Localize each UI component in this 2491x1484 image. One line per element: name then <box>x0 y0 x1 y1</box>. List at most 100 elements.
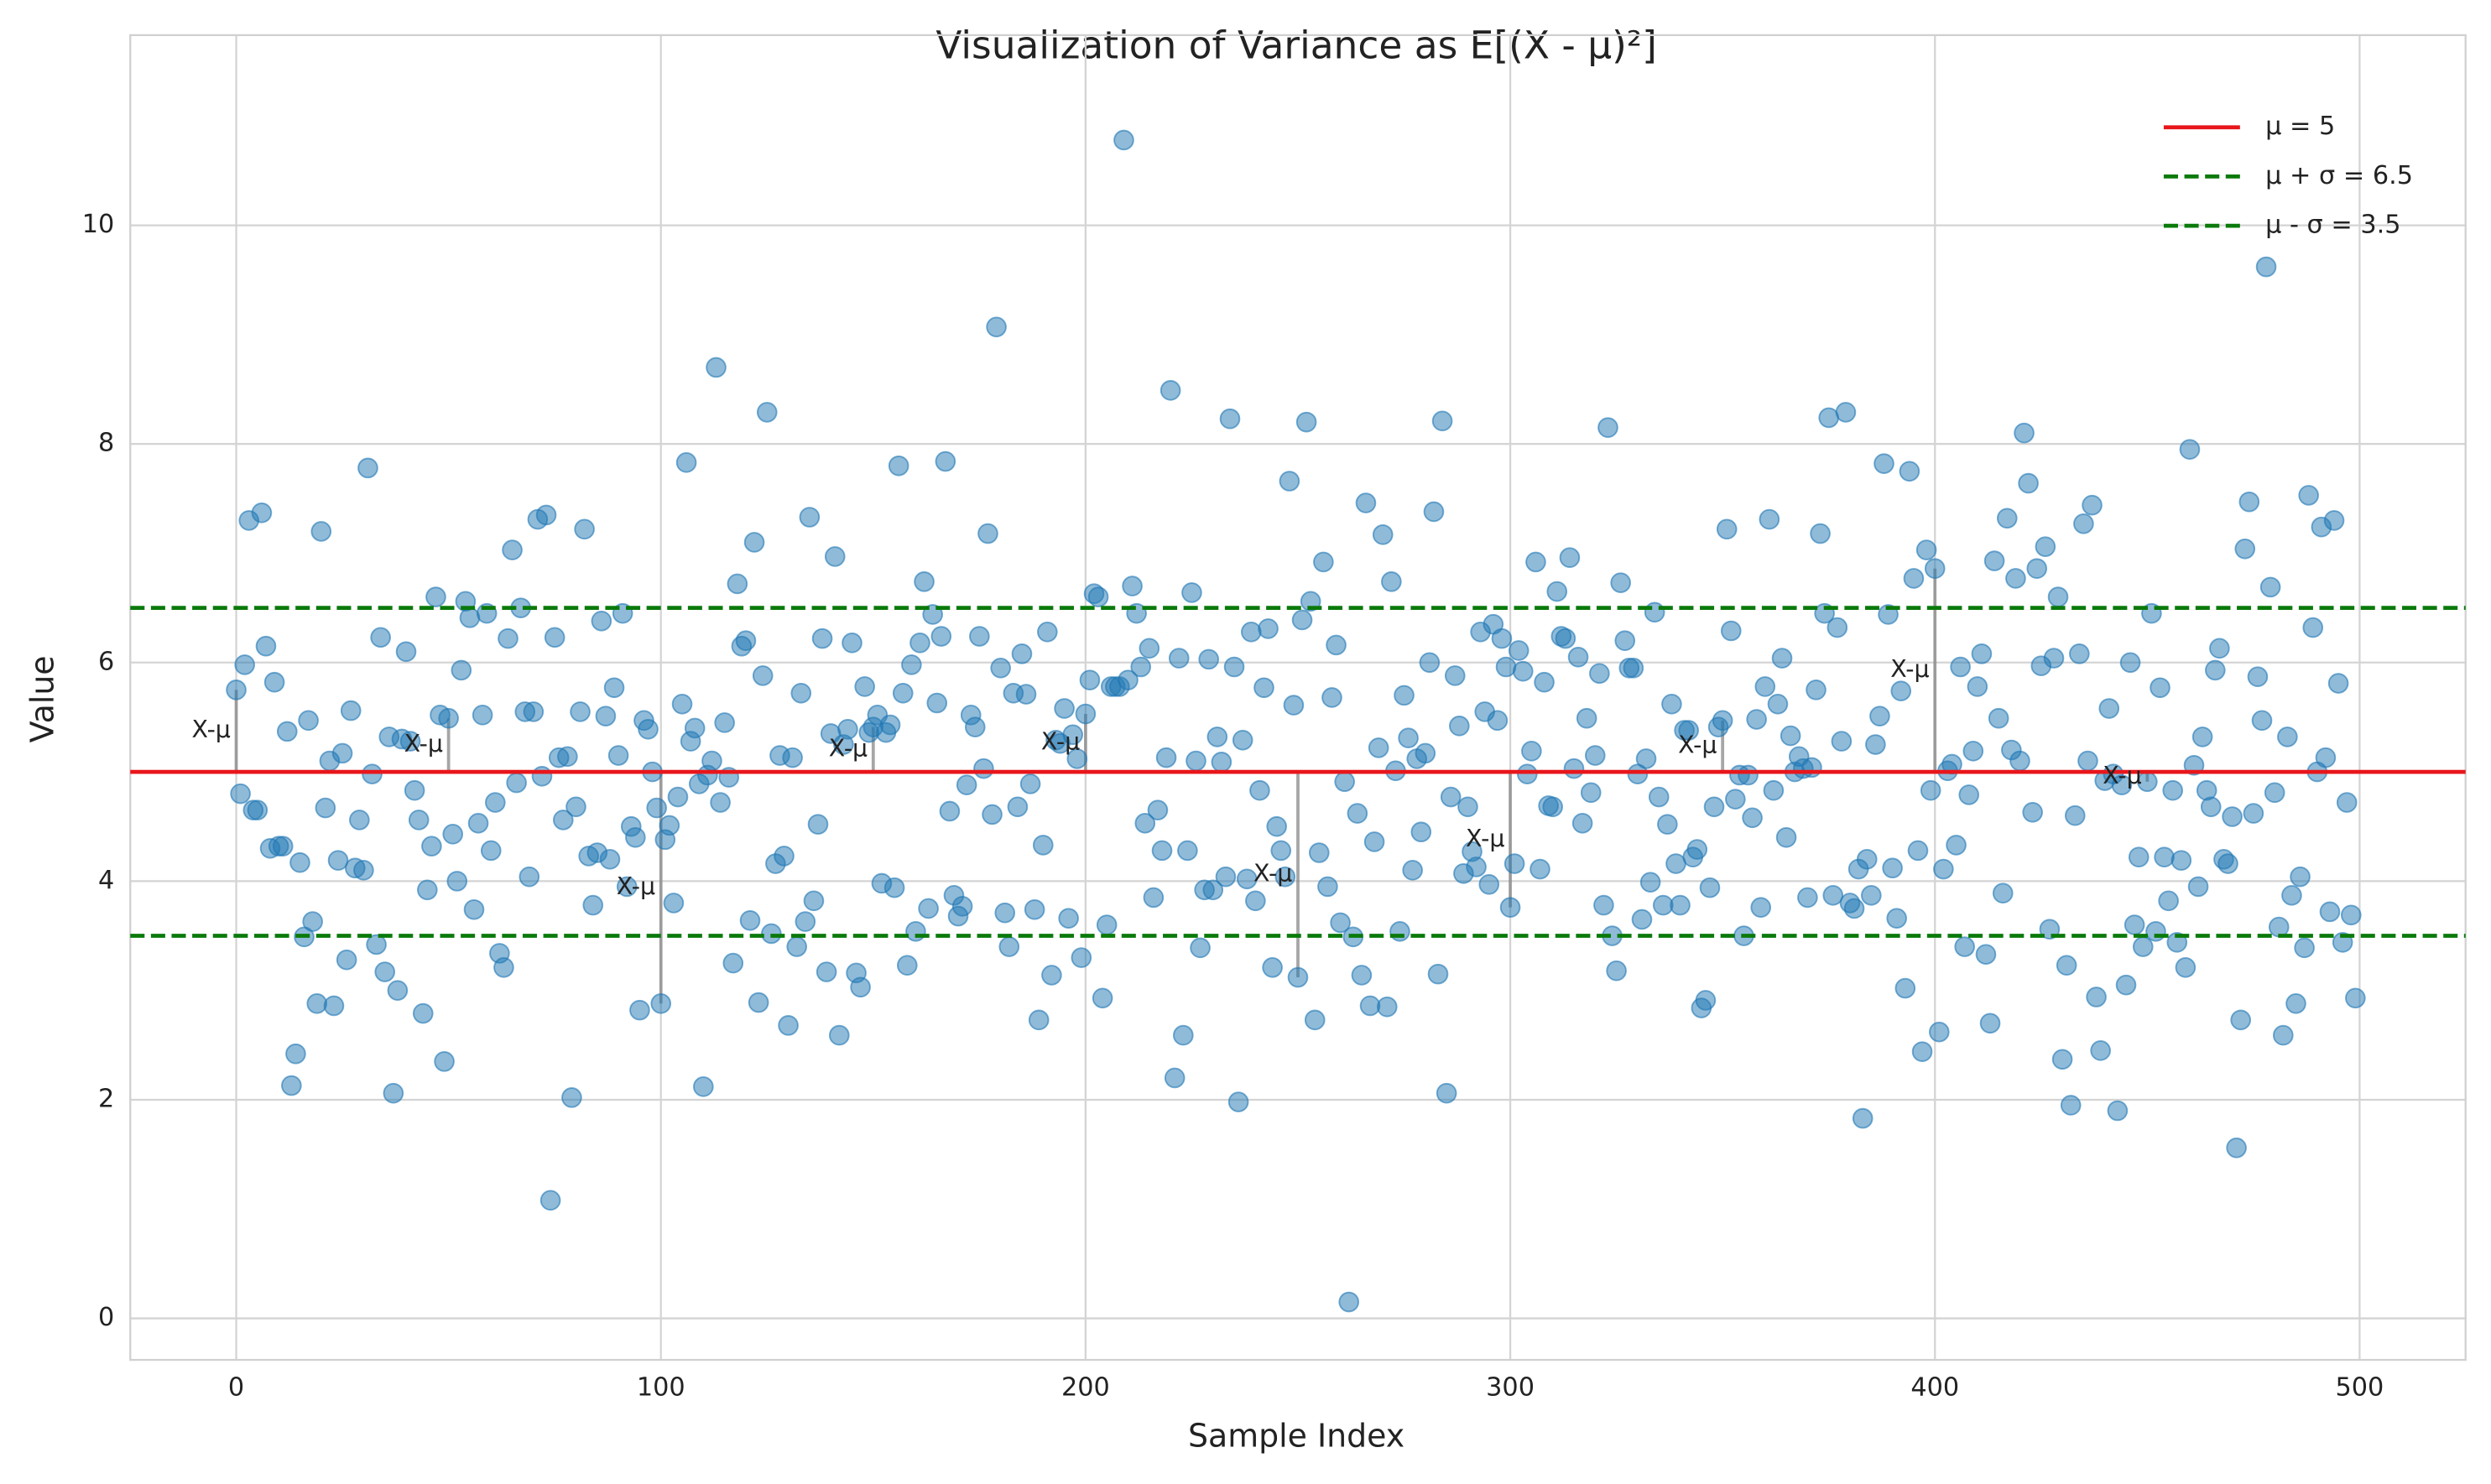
scatter-point <box>2209 638 2230 659</box>
scatter-point <box>553 810 574 831</box>
scatter-point <box>591 610 612 632</box>
annotation-label: X-μ <box>617 872 655 900</box>
scatter-point <box>2255 256 2277 278</box>
scatter-point <box>1118 669 1139 690</box>
scatter-point <box>306 993 328 1014</box>
scatter-point <box>1130 656 1152 678</box>
scatter-point <box>2319 901 2341 923</box>
scatter-point <box>710 792 731 813</box>
scatter-point <box>595 706 617 726</box>
scatter-point <box>2268 916 2290 938</box>
scatter-point <box>1907 840 1929 862</box>
scatter-point <box>778 1015 799 1036</box>
scatter-point <box>1173 1024 1194 1046</box>
scatter-point <box>1227 1091 1249 1112</box>
scatter-point <box>811 627 833 649</box>
scatter-point <box>1054 698 1075 719</box>
scatter-point <box>1534 671 1555 693</box>
scatter-point <box>1992 883 2014 904</box>
scatter-point <box>2340 904 2362 926</box>
scatter-point <box>1436 1082 1457 1104</box>
scatter-point <box>2047 586 2069 607</box>
scatter-point <box>315 797 336 819</box>
scatter-point <box>1886 908 1907 929</box>
scatter-point <box>1041 965 1062 986</box>
scatter-point <box>1899 461 1920 482</box>
scatter-point <box>1028 1009 1050 1031</box>
scatter-point <box>905 921 926 942</box>
scatter-point <box>693 1076 714 1097</box>
scatter-point <box>1249 779 1270 801</box>
scatter-point <box>1563 758 1585 779</box>
scatter-point <box>1873 453 1894 474</box>
scatter-point <box>1610 572 1631 593</box>
scatter-point <box>892 682 914 704</box>
scatter-point <box>1147 799 1169 820</box>
scatter-point <box>667 786 689 808</box>
scatter-point <box>438 707 459 729</box>
annotation-label: X-μ <box>1678 731 1717 758</box>
scatter-point <box>1822 885 1844 906</box>
scatter-point <box>323 995 345 1017</box>
scatter-point <box>607 745 629 766</box>
scatter-point <box>1347 803 1368 824</box>
scatter-point <box>1037 621 1058 643</box>
scatter-point <box>230 783 251 804</box>
scatter-point <box>761 923 782 945</box>
scatter-point <box>1979 1013 2001 1034</box>
scatter-point <box>2043 648 2065 669</box>
scatter-point <box>671 693 693 715</box>
scatter-point <box>1338 1291 1360 1313</box>
scatter-point <box>362 763 383 784</box>
scatter-point <box>1363 831 1385 852</box>
scatter-point <box>1661 693 1682 715</box>
scatter-point <box>909 633 930 653</box>
scatter-point <box>2060 1095 2082 1116</box>
scatter-point <box>1389 921 1410 942</box>
legend-label: μ - σ = 3.5 <box>2265 211 2400 240</box>
scatter-point <box>2323 510 2345 531</box>
scatter-point <box>727 573 748 595</box>
scatter-point <box>1232 729 1253 751</box>
scatter-point <box>1304 1009 1326 1031</box>
scatter-point <box>994 902 1016 924</box>
scatter-point <box>2090 1040 2111 1061</box>
scatter-point <box>1716 518 1738 540</box>
scatter-point <box>1818 407 1840 429</box>
scatter-point <box>459 607 481 628</box>
scatter-point <box>582 894 604 916</box>
scatter-point <box>2124 914 2145 935</box>
scatter-point <box>2315 747 2337 768</box>
annotation-label: X-μ <box>1466 825 1504 852</box>
scatter-point <box>714 712 735 733</box>
scatter-point <box>1415 742 1436 764</box>
scatter-point <box>255 635 277 657</box>
scatter-point <box>675 452 697 473</box>
scatter-point <box>1402 860 1423 881</box>
scatter-point <box>226 680 247 700</box>
scatter-point <box>1011 643 1033 664</box>
scatter-point <box>2345 987 2366 1009</box>
scatter-point <box>926 692 948 714</box>
scatter-point <box>2073 513 2094 534</box>
scatter-point <box>2150 677 2171 699</box>
scatter-point <box>1508 640 1530 661</box>
scatter-point <box>2111 774 2133 796</box>
scatter-point <box>1423 501 1445 523</box>
scatter-point <box>986 316 1007 338</box>
scatter-point <box>638 718 659 740</box>
scatter-point <box>1920 779 1941 801</box>
scatter-point <box>1686 839 1708 860</box>
scatter-point <box>1262 957 1283 978</box>
scatter-point <box>2018 472 2039 494</box>
scatter-point <box>1449 716 1470 737</box>
scatter-point <box>1958 784 1980 805</box>
scatter-point <box>990 657 1011 679</box>
y-tick-label: 4 <box>98 866 114 895</box>
scatter-point <box>1075 703 1097 725</box>
scatter-point <box>421 836 442 857</box>
scatter-point <box>1759 508 1780 530</box>
annotation-label: X-μ <box>1041 728 1080 756</box>
scatter-point <box>1631 909 1653 930</box>
